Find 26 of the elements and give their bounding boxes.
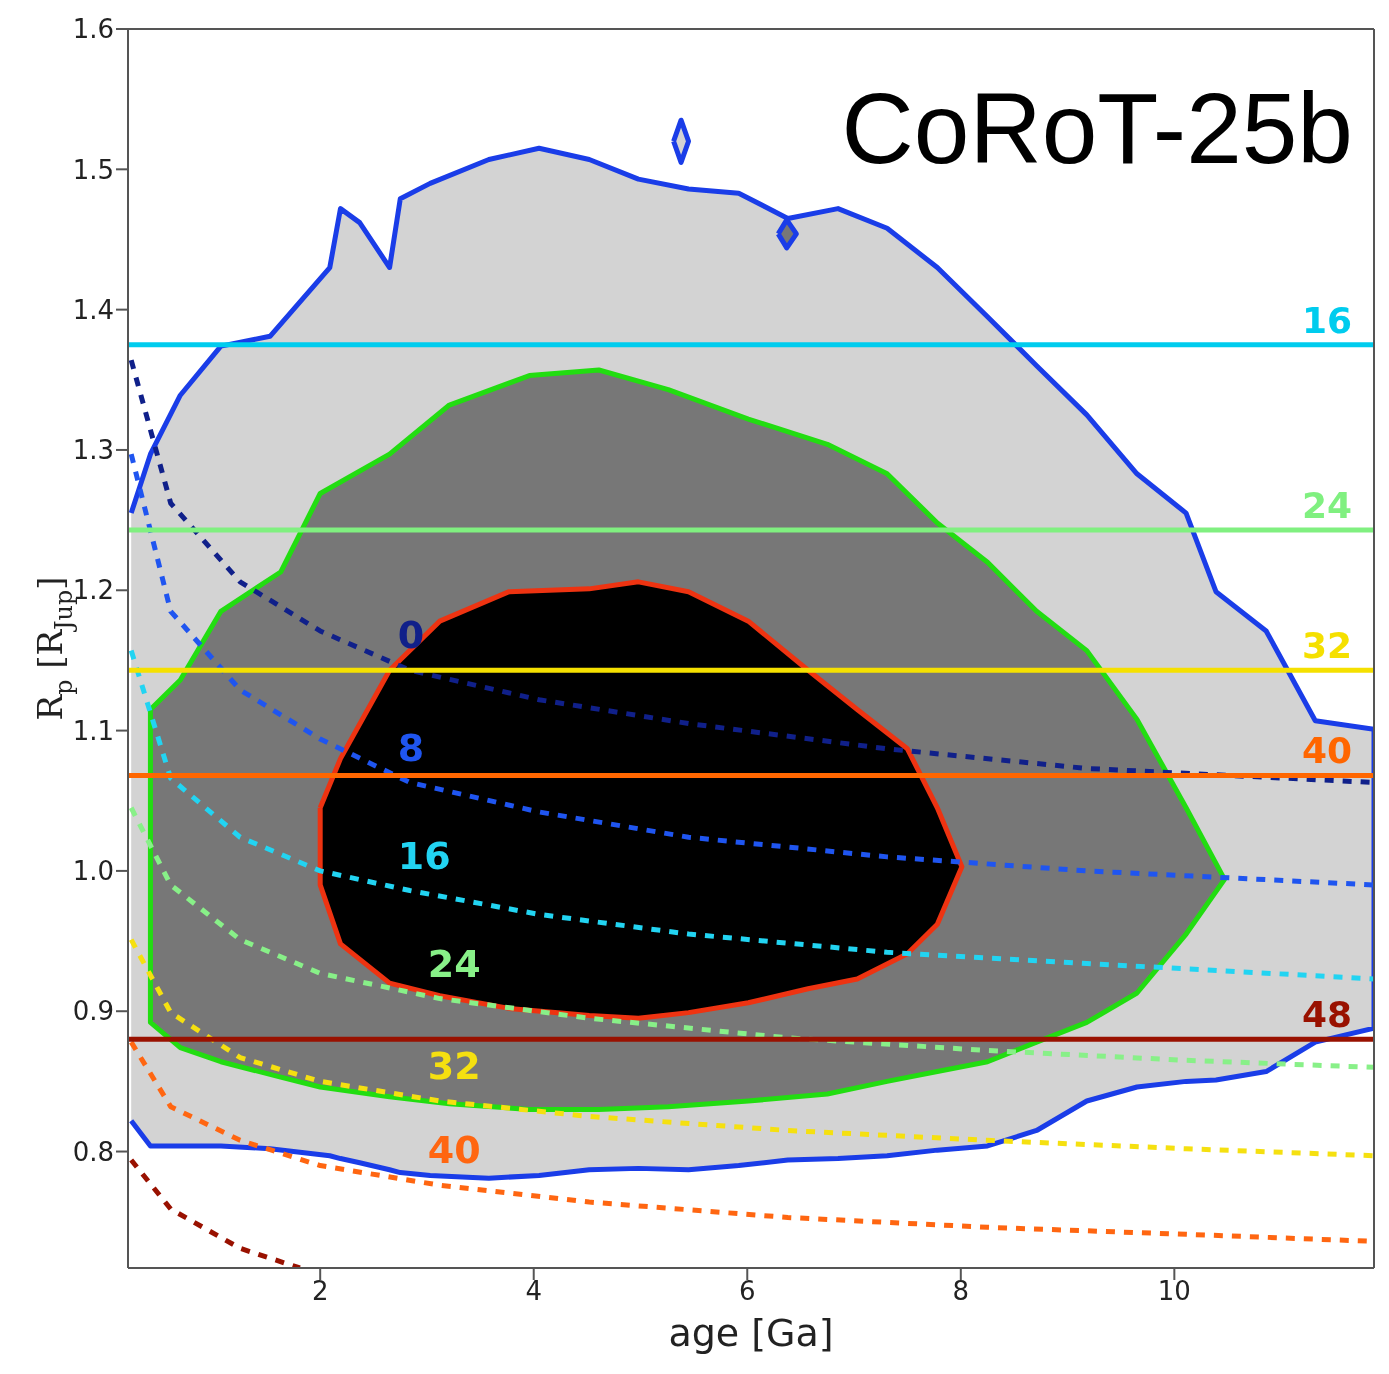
series-label: 24 — [427, 941, 481, 986]
y-tick-label: 1.6 — [72, 14, 114, 45]
y-tick-label: 0.8 — [72, 1136, 114, 1167]
y-tick-label: 1.0 — [72, 856, 114, 887]
y-tick-label: 1.1 — [72, 715, 114, 746]
series-label: 40 — [427, 1128, 481, 1173]
annotation: 48 — [1301, 994, 1352, 1036]
annotation: 24 — [1301, 484, 1352, 526]
x-tick-label: 2 — [311, 1276, 329, 1307]
x-tick-label: 6 — [738, 1276, 756, 1307]
annotation: 32 — [1301, 625, 1352, 667]
annotation: 40 — [1301, 730, 1352, 772]
y-tick-label: 1.4 — [72, 294, 114, 325]
y-tick-label: 0.9 — [72, 996, 114, 1027]
x-tick-label: 8 — [952, 1276, 970, 1307]
series-label: 0 — [397, 613, 425, 658]
x-tick-label: 4 — [525, 1276, 542, 1307]
y-tick-label: 1.5 — [72, 154, 114, 185]
chart-title: CoRoT-25b — [841, 72, 1353, 184]
y-tick-label: 1.3 — [72, 435, 114, 466]
series-label: 8 — [397, 725, 425, 770]
series-label: 16 — [397, 833, 451, 878]
annotation: 16 — [1301, 299, 1352, 341]
x-tick-label: 10 — [1157, 1276, 1191, 1307]
x-axis-title: age [Ga] — [668, 1311, 834, 1355]
series-label: 32 — [427, 1044, 481, 1089]
